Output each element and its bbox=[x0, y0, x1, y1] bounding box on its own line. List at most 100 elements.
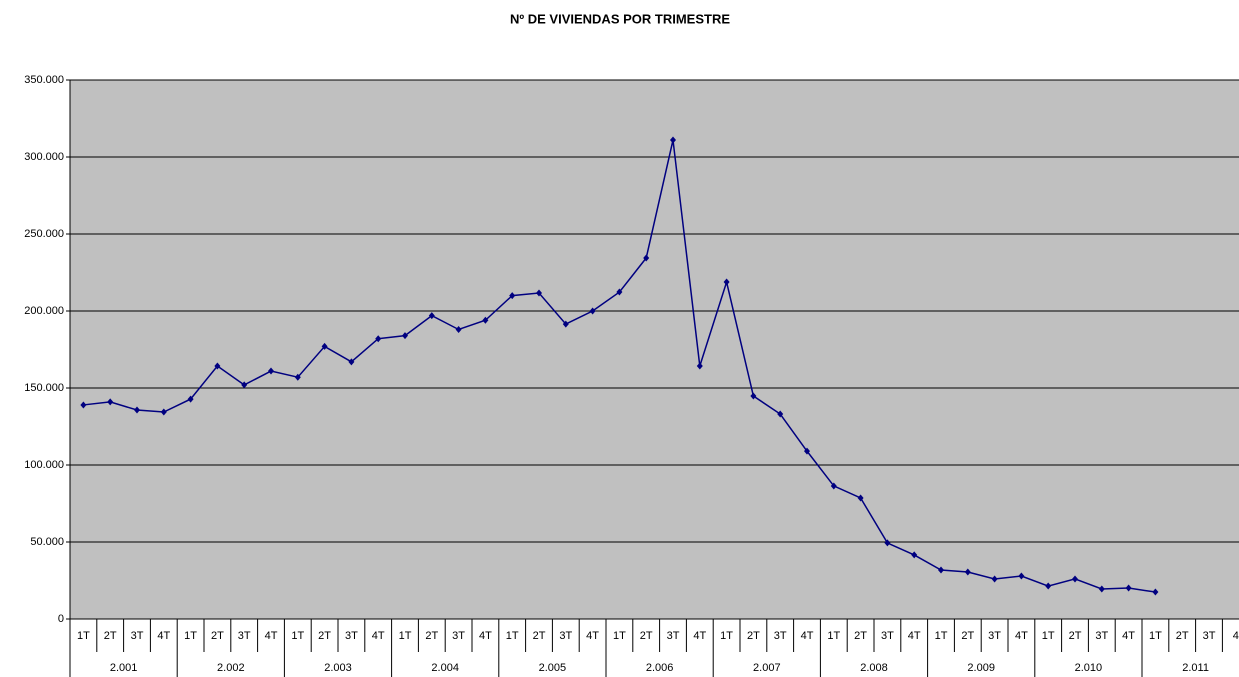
x-tick-label: 2T bbox=[1176, 630, 1189, 642]
x-tick-label: 4 bbox=[1233, 630, 1239, 642]
point bbox=[1045, 582, 1052, 590]
point bbox=[348, 358, 355, 366]
group-label: 2.007 bbox=[753, 662, 781, 674]
point bbox=[696, 362, 703, 370]
x-tick-label: 1T bbox=[1042, 630, 1055, 642]
group-label: 2.002 bbox=[217, 662, 245, 674]
x-tick-label: 4T bbox=[479, 630, 492, 642]
point bbox=[964, 568, 971, 576]
x-tick-label: 4T bbox=[586, 630, 599, 642]
group-label: 2.010 bbox=[1075, 662, 1103, 674]
point bbox=[589, 307, 596, 315]
point bbox=[107, 398, 114, 406]
point bbox=[80, 401, 87, 409]
x-tick-label: 1T bbox=[827, 630, 840, 642]
point bbox=[991, 575, 998, 583]
point bbox=[241, 381, 248, 389]
x-tick-label: 4T bbox=[693, 630, 706, 642]
x-tick-label: 3T bbox=[345, 630, 358, 642]
x-tick-label: 1T bbox=[291, 630, 304, 642]
point bbox=[1152, 588, 1159, 596]
point bbox=[375, 335, 382, 343]
x-tick-label: 2T bbox=[961, 630, 974, 642]
x-tick-label: 2T bbox=[425, 630, 438, 642]
point bbox=[321, 342, 328, 350]
x-tick-label: 3T bbox=[1203, 630, 1216, 642]
group-label: 2.003 bbox=[324, 662, 352, 674]
x-tick-label: 1T bbox=[399, 630, 412, 642]
x-tick-label: 3T bbox=[559, 630, 572, 642]
x-tick-label: 4T bbox=[372, 630, 385, 642]
point bbox=[938, 566, 944, 574]
point bbox=[911, 551, 918, 559]
x-tick-label: 3T bbox=[1095, 630, 1108, 642]
x-tick-label: 1T bbox=[613, 630, 626, 642]
x-tick-label: 1T bbox=[1149, 630, 1162, 642]
y-tick-label: 100.000 bbox=[24, 459, 64, 471]
point bbox=[830, 482, 837, 490]
x-tick-label: 2T bbox=[104, 630, 117, 642]
point bbox=[402, 332, 408, 340]
x-tick-label: 3T bbox=[988, 630, 1001, 642]
group-label: 2.006 bbox=[646, 662, 674, 674]
point bbox=[750, 392, 757, 400]
x-tick-label: 4T bbox=[157, 630, 170, 642]
x-tick-label: 3T bbox=[452, 630, 465, 642]
x-tick-label: 2T bbox=[318, 630, 331, 642]
x-tick-label: 3T bbox=[667, 630, 680, 642]
point bbox=[428, 312, 435, 320]
point bbox=[857, 494, 864, 502]
group-label: 2.001 bbox=[110, 662, 138, 674]
point bbox=[884, 539, 891, 547]
point bbox=[562, 320, 569, 328]
group-label: 2.009 bbox=[967, 662, 995, 674]
point bbox=[268, 367, 274, 375]
x-tick-label: 1T bbox=[720, 630, 733, 642]
x-tick-label: 4T bbox=[265, 630, 278, 642]
point bbox=[509, 292, 516, 300]
y-tick-label: 350.000 bbox=[24, 74, 64, 86]
point bbox=[777, 410, 784, 418]
x-tick-label: 4T bbox=[1015, 630, 1028, 642]
point bbox=[643, 254, 650, 262]
x-tick-label: 3T bbox=[238, 630, 251, 642]
x-tick-label: 1T bbox=[77, 630, 90, 642]
x-tick-label: 4T bbox=[801, 630, 814, 642]
y-tick-label: 150.000 bbox=[24, 382, 64, 394]
x-tick-label: 2T bbox=[211, 630, 224, 642]
y-tick-label: 300.000 bbox=[24, 151, 64, 163]
y-tick-label: 200.000 bbox=[24, 305, 64, 317]
point bbox=[160, 408, 167, 416]
point bbox=[616, 288, 623, 296]
point bbox=[187, 395, 194, 403]
point bbox=[723, 278, 730, 286]
group-label: 2.011 bbox=[1182, 662, 1209, 674]
x-tick-label: 4T bbox=[1122, 630, 1135, 642]
y-tick-label: 50.000 bbox=[30, 536, 64, 548]
x-tick-label: 2T bbox=[533, 630, 546, 642]
group-label: 2.005 bbox=[539, 662, 567, 674]
point bbox=[670, 136, 676, 144]
y-tick-label: 250.000 bbox=[24, 228, 64, 240]
point bbox=[536, 289, 542, 297]
x-tick-label: 3T bbox=[881, 630, 894, 642]
group-label: 2.008 bbox=[860, 662, 888, 674]
x-tick-label: 2T bbox=[640, 630, 653, 642]
point bbox=[214, 362, 221, 370]
x-tick-label: 1T bbox=[935, 630, 948, 642]
point bbox=[804, 447, 810, 455]
point bbox=[482, 316, 489, 324]
y-tick-label: 0 bbox=[58, 613, 64, 625]
x-tick-label: 1T bbox=[184, 630, 197, 642]
x-tick-label: 4T bbox=[908, 630, 921, 642]
point bbox=[1072, 575, 1078, 583]
plot-area bbox=[70, 80, 1239, 619]
x-tick-label: 2T bbox=[854, 630, 867, 642]
x-tick-label: 2T bbox=[747, 630, 760, 642]
x-tick-label: 3T bbox=[131, 630, 144, 642]
point bbox=[1125, 584, 1132, 592]
group-label: 2.004 bbox=[431, 662, 459, 674]
point bbox=[1098, 585, 1105, 593]
point bbox=[455, 325, 462, 333]
